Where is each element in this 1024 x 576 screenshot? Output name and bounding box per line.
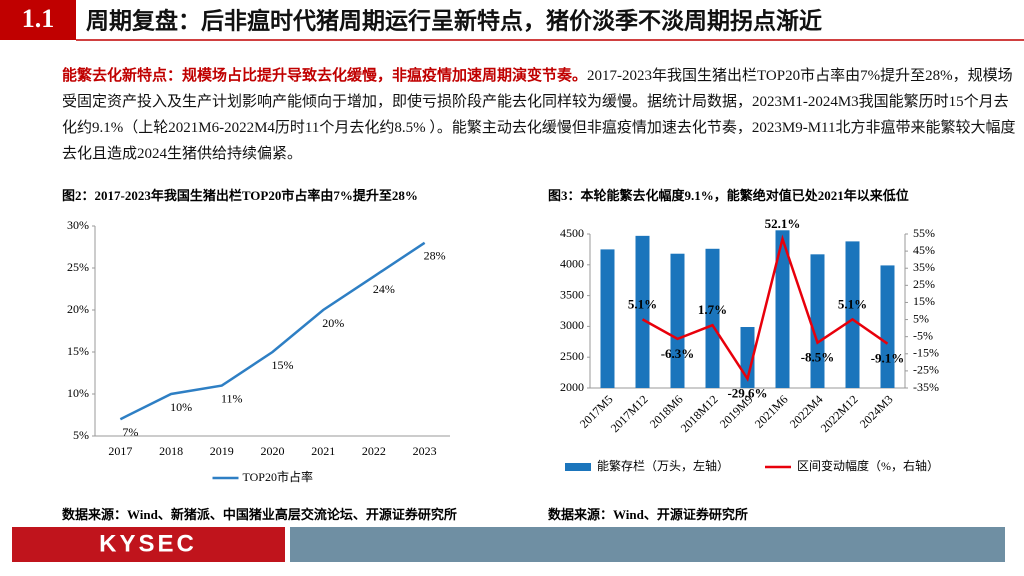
data-label: 15% [272,358,294,372]
header-number: 1.1 [22,4,55,33]
data-label: 10% [170,400,192,414]
data-label: 7% [122,425,138,439]
bar [670,253,685,388]
y-tick-label: 15% [67,344,89,358]
bar [600,249,615,388]
data-label: 11% [221,391,243,405]
y-tick-label: 2000 [560,380,584,394]
paragraph: 能繁去化新特点：规模场占比提升导致去化缓慢，非瘟疫情加速周期演变节奏。2017-… [62,63,1017,167]
legend-label: TOP20市占率 [243,469,313,484]
y-tick-label: 3000 [560,318,584,332]
chart-title: 图3：本轮能繁去化幅度9.1%，能繁绝对值已处2021年以来低位 [548,188,909,203]
data-label: -6.3% [661,346,695,361]
legend-label: 能繁存栏（万头，左轴） [597,458,729,473]
bar [810,254,825,388]
y2-tick-label: 45% [913,243,935,257]
data-label: 52.1% [765,216,801,231]
line-series [119,241,426,421]
y2-tick-label: 55% [913,226,935,240]
x-tick-label: 2017 [108,444,132,458]
line-series [641,234,889,382]
chart-source: 数据来源：Wind、开源证券研究所 [548,507,748,522]
data-label: -8.5% [801,350,835,365]
x-tick-label: 2024M3 [857,392,896,431]
footer-bar [290,527,1005,562]
x-tick-label: 2017M12 [608,392,651,435]
bar [705,248,720,388]
y2-tick-label: -25% [913,363,939,377]
y2-tick-label: -15% [913,346,939,360]
y-tick-label: 4500 [560,226,584,240]
data-label: -9.1% [871,351,905,366]
footer-logo: KYSEC [99,530,197,557]
data-label: 5.1% [838,296,867,311]
data-label: 1.7% [698,302,727,317]
y2-tick-label: -5% [913,328,933,342]
chart-source: 数据来源：Wind、新猪派、中国猪业高层交流论坛、开源证券研究所 [62,507,457,522]
bar [845,241,860,388]
x-tick-label: 2022 [362,444,386,458]
data-label: 5.1% [628,296,657,311]
y-tick-label: 5% [73,428,89,442]
y-tick-label: 3500 [560,287,584,301]
x-tick-label: 2019 [210,444,234,458]
data-label: -29.6% [727,386,767,401]
y2-tick-label: 15% [913,294,935,308]
footer-logo-box [12,527,285,562]
legend-swatch [565,463,591,471]
x-tick-label: 2023 [413,444,437,458]
data-label: 20% [322,316,344,330]
x-tick-label: 2020 [261,444,285,458]
data-label: 28% [424,249,446,263]
header-badge [0,0,76,40]
y-tick-label: 10% [67,386,89,400]
bar [635,235,650,388]
bar [775,230,790,388]
legend-label: 区间变动幅度（%，右轴） [797,458,939,473]
y-tick-label: 2500 [560,349,584,363]
x-tick-label: 2021 [311,444,335,458]
y2-tick-label: -35% [913,380,939,394]
y-tick-label: 20% [67,302,89,316]
bar [880,265,895,388]
x-tick-label: 2022M12 [818,392,861,435]
y-tick-label: 4000 [560,257,584,271]
y2-tick-label: 35% [913,260,935,274]
y2-tick-label: 25% [913,277,935,291]
x-tick-label: 2018 [159,444,183,458]
data-label: 24% [373,282,395,296]
y2-tick-label: 5% [913,311,929,325]
paragraph-lead: 能繁去化新特点：规模场占比提升导致去化缓慢，非瘟疫情加速周期演变节奏。 [62,68,588,84]
y-tick-label: 30% [67,218,89,232]
y-tick-label: 25% [67,260,89,274]
chart-title: 图2：2017-2023年我国生猪出栏TOP20市占率由7%提升至28% [62,188,418,203]
x-tick-label: 2018M12 [678,392,721,435]
paragraph-body: 2017-2023年我国生猪出栏TOP20市占率由7%提升至28%，规模场受固定… [62,68,1016,162]
header-title: 周期复盘：后非瘟时代猪周期运行呈新特点，猪价淡季不淡周期拐点渐近 [86,8,822,35]
